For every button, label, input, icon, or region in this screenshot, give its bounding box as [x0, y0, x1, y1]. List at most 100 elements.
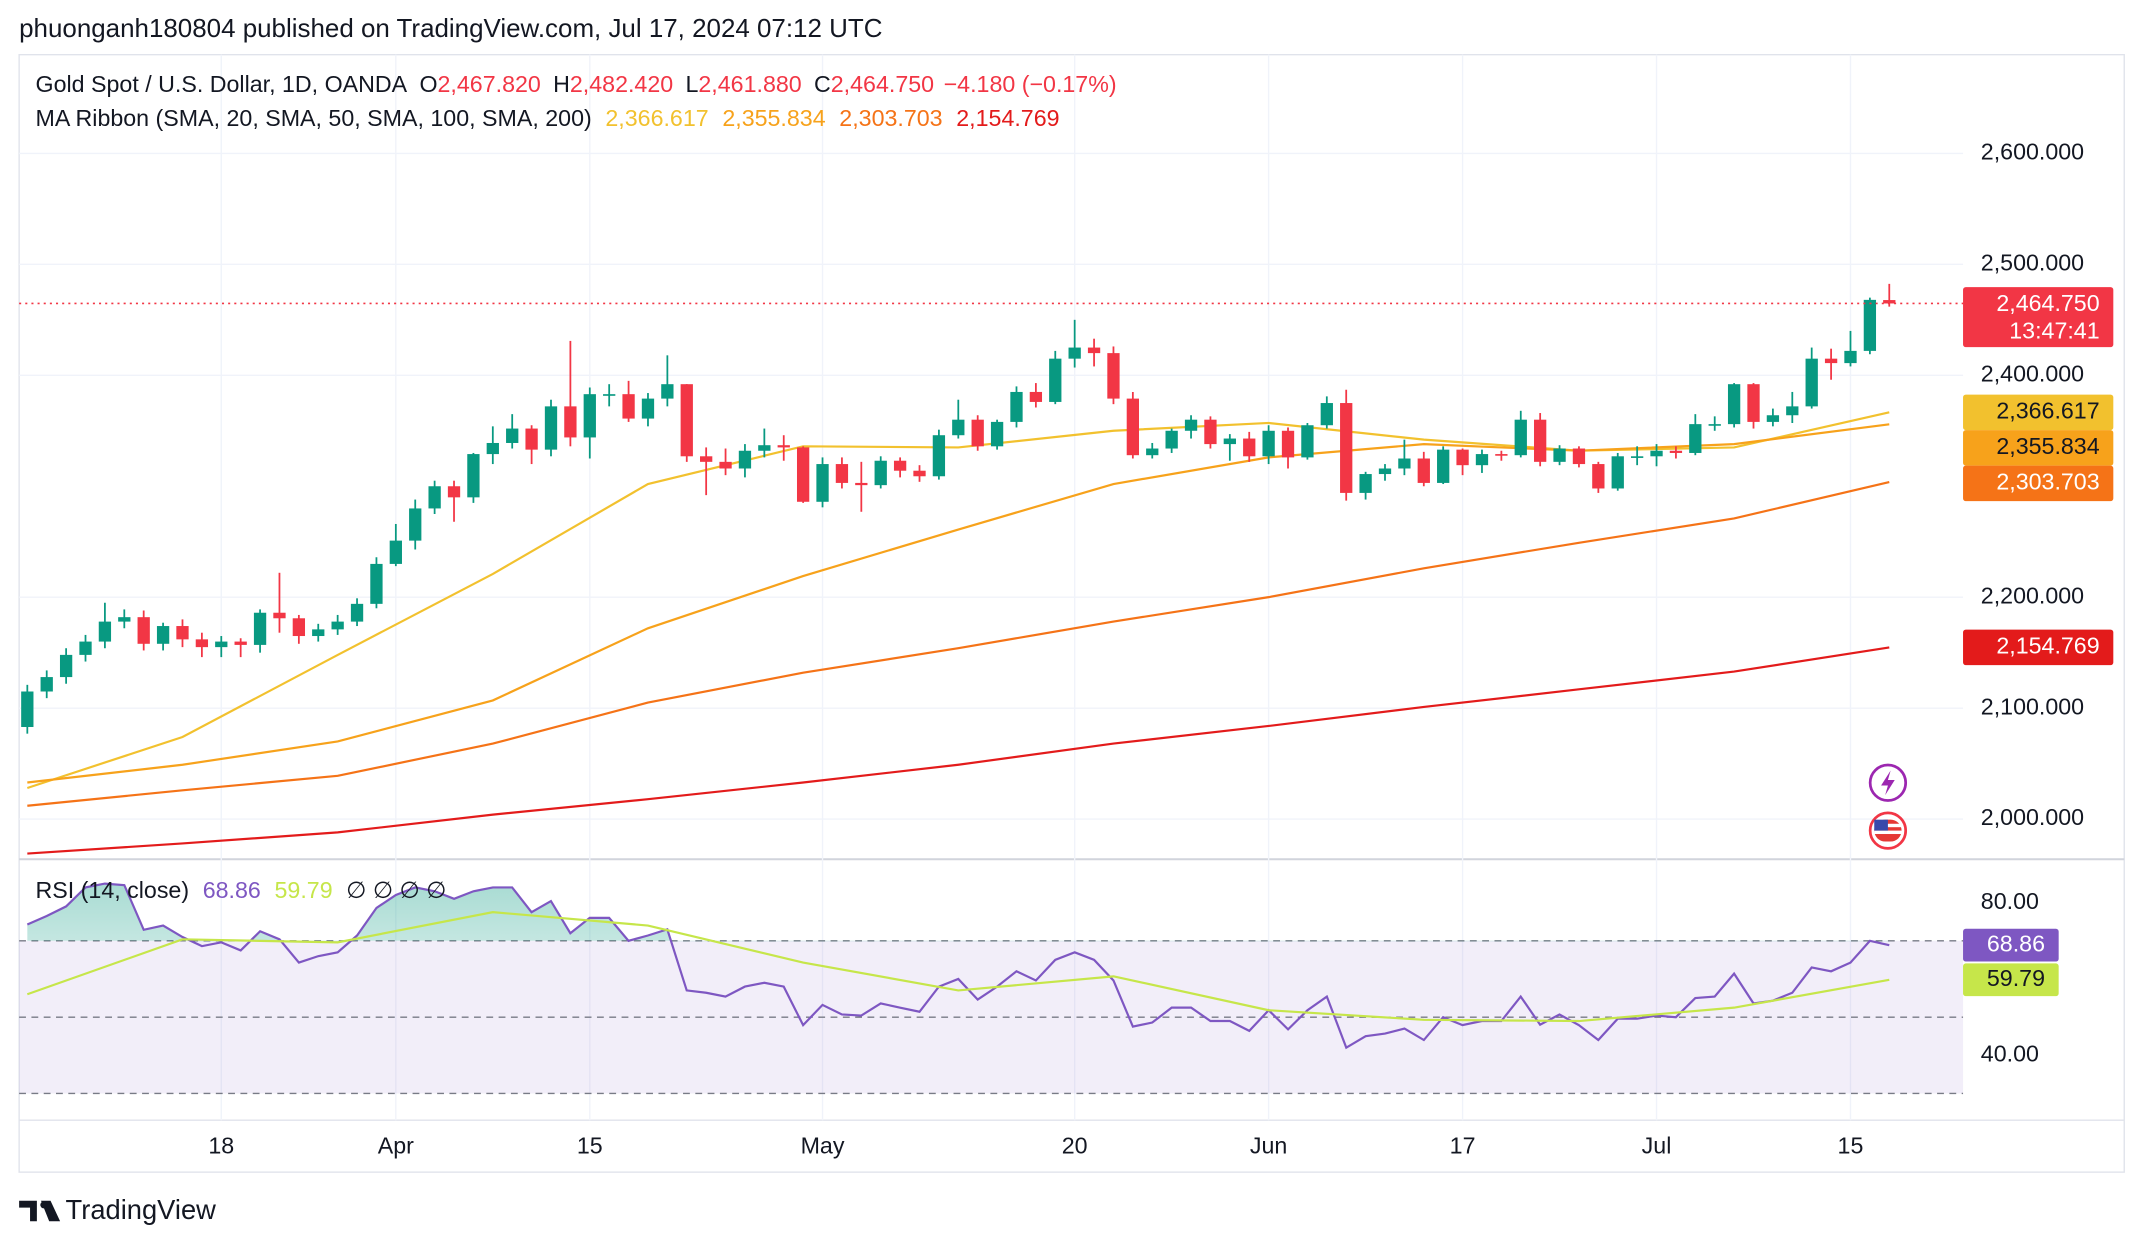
footer-logo	[19, 1200, 61, 1222]
ma-legend-value: 2,366.617	[605, 105, 708, 131]
ma-legend-value: 2,154.769	[956, 105, 1059, 131]
candle-body	[1107, 353, 1120, 399]
candle-body	[1378, 468, 1392, 475]
candle-body	[777, 445, 790, 448]
candle-body	[932, 435, 946, 477]
candle-body	[893, 460, 907, 471]
candle-body	[1514, 419, 1527, 456]
rsi-value-text: 68.86	[1987, 930, 2045, 956]
candle-body	[428, 486, 441, 509]
candle-body	[874, 460, 887, 486]
candle-body	[1708, 424, 1721, 426]
ohlc-value: 2,467.820	[438, 71, 541, 97]
candle-body	[273, 612, 286, 619]
candle-body	[1029, 391, 1043, 402]
ohlc-key: H	[553, 71, 570, 97]
ma-legend: MA Ribbon (SMA, 20, SMA, 50, SMA, 100, S…	[36, 105, 1060, 131]
ohlc-value: 2,464.750	[831, 71, 934, 97]
rsi-legend: RSI (14, close) 68.86 59.79 ∅ ∅ ∅ ∅	[36, 877, 447, 903]
ma-legend-value: 2,303.703	[839, 105, 942, 131]
candle-body	[1126, 398, 1140, 456]
candle-body	[1766, 415, 1780, 422]
candle-body	[59, 654, 73, 678]
chart-frame	[18, 53, 2125, 1173]
candle-body	[1883, 300, 1896, 304]
candle-body	[79, 641, 92, 655]
candle-body	[990, 421, 1004, 447]
rsi-tick-label: 80.00	[1981, 888, 2039, 914]
plot: 18 Apr 15 May 20 Jun 17 Jul 15 2,000.000 2,100.000…	[19, 54, 2114, 1159]
x-tick-label: May	[801, 1133, 845, 1159]
candle-body	[1689, 424, 1702, 453]
symbol: Gold Spot / U.S. Dollar, 1D, OANDA	[36, 71, 408, 97]
ma-value-label-text: 2,154.769	[1996, 633, 2099, 659]
candle-body	[312, 629, 325, 637]
candle-body	[253, 612, 267, 645]
ma-line	[27, 481, 1890, 807]
candle-body	[835, 464, 849, 483]
candle-body	[21, 691, 34, 728]
price-legend: Gold Spot / U.S. Dollar, 1D, OANDA O2,467…	[36, 71, 1117, 97]
ma-value-label-text: 2,355.834	[1996, 433, 2099, 459]
us-flag-icon[interactable]	[1868, 811, 1908, 850]
candle-body	[1669, 450, 1683, 453]
y-tick-label: 2,600.000	[1981, 139, 2084, 165]
y-tick-label: 2,400.000	[1981, 360, 2084, 386]
candle-body	[544, 406, 558, 450]
ma-value-label	[1963, 430, 2114, 466]
y-tick-label: 2,500.000	[1981, 249, 2084, 275]
y-tick-label: 2,200.000	[1981, 582, 2084, 608]
candle-body	[331, 621, 344, 630]
ohlc-key: C	[814, 71, 831, 97]
candle-body	[176, 626, 189, 640]
rsi-tick-label: 40.00	[1981, 1040, 2039, 1066]
candle-body	[1010, 391, 1023, 422]
candle-body	[1437, 449, 1450, 483]
x-tick-label: 17	[1450, 1133, 1476, 1159]
candle-body	[1184, 419, 1198, 431]
candle-body	[680, 384, 693, 457]
alert-icon[interactable]	[1868, 763, 1908, 802]
candle-body	[292, 618, 306, 637]
candle-body	[1456, 449, 1469, 466]
candle-body	[1281, 430, 1295, 458]
ma-value-label-text: 2,303.703	[1996, 469, 2099, 495]
x-tick-label: Apr	[378, 1133, 414, 1159]
candle-body	[1243, 438, 1256, 457]
candle-body	[1475, 454, 1489, 466]
rsi-placeholders: ∅ ∅ ∅ ∅	[346, 877, 446, 903]
candle-body	[195, 639, 209, 648]
ohlc-key: O	[419, 71, 437, 97]
candle-body	[1727, 384, 1741, 425]
publish-info: phuonganh180804 published on TradingView…	[19, 15, 882, 43]
candle-body	[1592, 464, 1605, 489]
candle-body	[1340, 403, 1353, 493]
candle-body	[370, 563, 383, 604]
rsi-value-box	[1963, 928, 2059, 962]
candle-body	[1068, 347, 1081, 359]
candle-body	[1824, 358, 1838, 364]
candle-body	[719, 461, 732, 469]
candle-body	[1863, 299, 1877, 351]
ma-value-label	[1963, 629, 2114, 666]
ma-value-label	[1963, 465, 2114, 502]
last-price-label	[1963, 287, 2114, 348]
change: −4.180 (−0.17%)	[944, 71, 1117, 97]
candle-body	[855, 482, 868, 486]
rsi-line	[26, 882, 1890, 1050]
candle-body	[234, 641, 247, 645]
candle-body	[40, 677, 53, 692]
candle-body	[447, 486, 461, 498]
candle-body	[1572, 448, 1586, 465]
rsi-legend-value: 59.79	[275, 877, 333, 903]
ohlc-value: 2,482.420	[570, 71, 673, 97]
candle-body	[1417, 458, 1430, 483]
candle-body	[622, 394, 635, 419]
candle-body	[1204, 419, 1217, 445]
x-tick-label: Jun	[1250, 1133, 1287, 1159]
y-tick-label: 2,100.000	[1981, 693, 2084, 719]
ma-value-label	[1963, 394, 2114, 431]
x-tick-label: 18	[208, 1133, 234, 1159]
footer-brand: TradingView	[66, 1194, 217, 1225]
